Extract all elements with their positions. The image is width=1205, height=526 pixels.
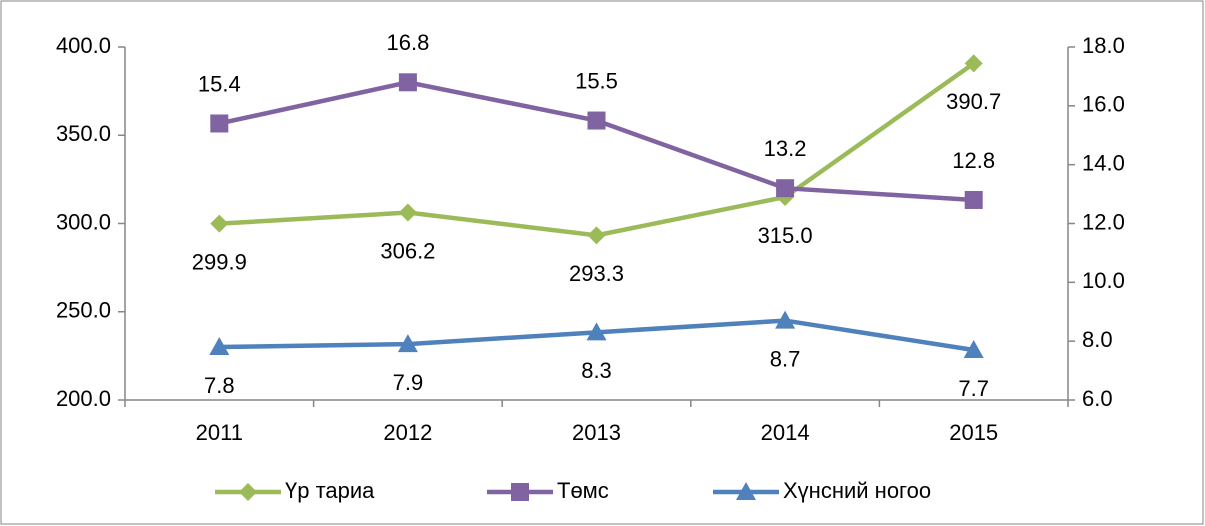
y2-tick-label: 18.0 <box>1082 33 1125 58</box>
data-label: 299.9 <box>192 249 247 274</box>
data-label: 15.5 <box>575 68 618 93</box>
data-point <box>210 114 229 133</box>
legend-label: Үр тариа <box>285 478 375 503</box>
legend-label: Хүнсний ногоо <box>783 478 931 503</box>
data-point <box>963 339 984 358</box>
data-point <box>397 334 418 353</box>
data-point <box>586 322 607 341</box>
data-label: 8.7 <box>770 346 801 371</box>
data-point <box>964 54 983 73</box>
data-label: 306.2 <box>380 238 435 263</box>
x-tick-label: 2015 <box>949 420 998 445</box>
legend-label: Төмс <box>557 478 609 503</box>
legend-marker <box>511 483 529 501</box>
data-label: 7.9 <box>393 370 424 395</box>
data-point <box>964 190 983 209</box>
y-tick-label: 350.0 <box>56 121 111 146</box>
legend-marker <box>736 482 756 500</box>
data-point <box>398 203 417 222</box>
data-label: 16.8 <box>386 30 429 55</box>
x-tick-label: 2011 <box>196 420 243 445</box>
y2-tick-label: 12.0 <box>1082 209 1125 234</box>
data-point <box>398 73 417 92</box>
data-point <box>775 310 796 329</box>
data-point <box>776 179 795 198</box>
x-tick-label: 2014 <box>761 420 810 445</box>
data-label: 7.7 <box>958 376 989 401</box>
data-point <box>587 111 606 130</box>
y2-tick-label: 10.0 <box>1082 268 1125 293</box>
data-label: 15.4 <box>198 71 241 96</box>
y2-tick-label: 8.0 <box>1082 327 1113 352</box>
data-label: 8.3 <box>581 358 612 383</box>
data-label: 7.8 <box>204 373 235 398</box>
x-tick-label: 2012 <box>383 420 432 445</box>
y-tick-label: 400.0 <box>56 33 111 58</box>
data-label: 315.0 <box>758 223 813 248</box>
data-label: 293.3 <box>569 261 624 286</box>
y-tick-label: 300.0 <box>56 209 111 234</box>
data-label: 390.7 <box>946 89 1001 114</box>
data-label: 12.8 <box>952 148 995 173</box>
legend-marker <box>239 483 257 501</box>
y2-tick-label: 14.0 <box>1082 150 1125 175</box>
data-point <box>587 226 606 245</box>
y2-tick-label: 16.0 <box>1082 92 1125 117</box>
data-label: 13.2 <box>764 136 807 161</box>
x-tick-label: 2013 <box>572 420 621 445</box>
data-point <box>209 337 230 356</box>
y-tick-label: 200.0 <box>56 386 111 411</box>
y-tick-label: 250.0 <box>56 298 111 323</box>
data-point <box>210 214 229 233</box>
y2-tick-label: 6.0 <box>1082 386 1113 411</box>
